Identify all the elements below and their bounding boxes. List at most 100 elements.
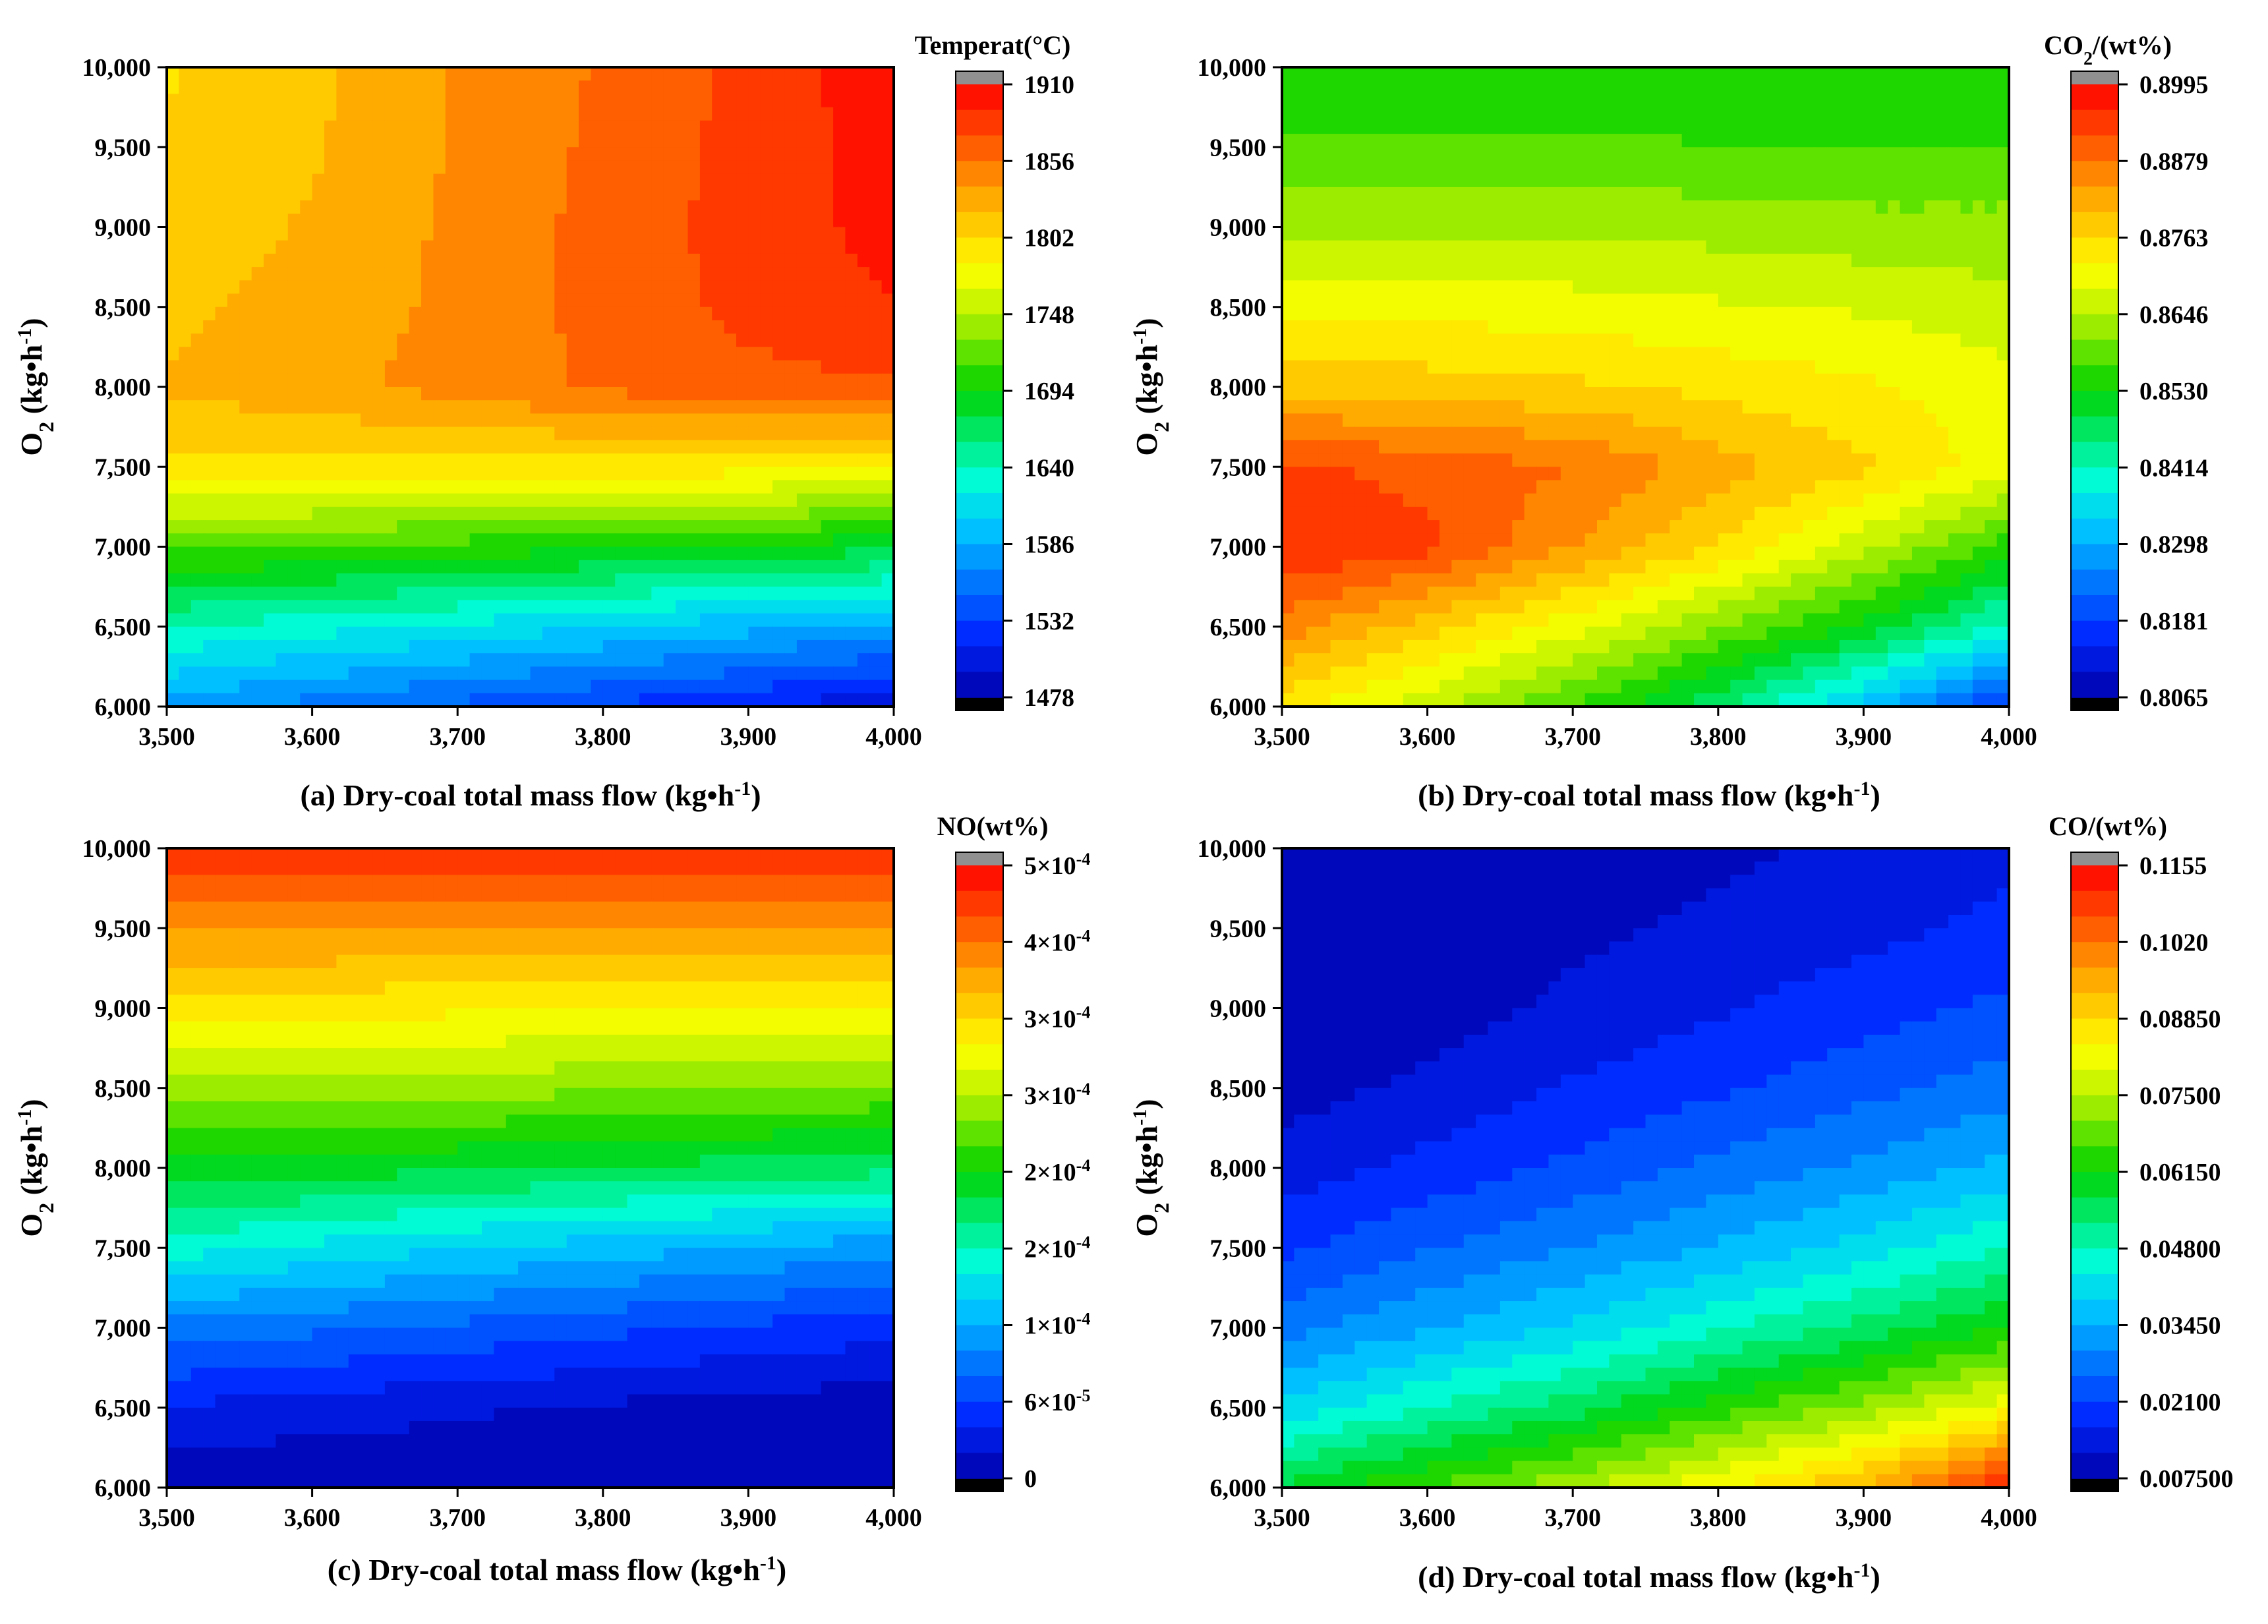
- contour-cell: [469, 426, 482, 441]
- contour-cell: [699, 134, 713, 148]
- contour-cell: [251, 587, 264, 601]
- contour-cell: [348, 639, 361, 654]
- contour-cell: [239, 666, 252, 681]
- contour-cell: [324, 320, 337, 334]
- contour-cell: [324, 546, 337, 561]
- contour-cell: [627, 506, 640, 521]
- contour-cell: [227, 200, 241, 215]
- contour-cell: [300, 587, 313, 601]
- contour-cell: [1670, 400, 1683, 415]
- contour-cell: [542, 173, 556, 188]
- contour-cell: [190, 200, 204, 215]
- contour-cell: [1827, 253, 1840, 268]
- contour-cell: [445, 120, 458, 134]
- contour-cell: [748, 347, 761, 361]
- contour-cell: [748, 426, 761, 441]
- contour-cell: [1718, 480, 1731, 494]
- contour-cell: [190, 639, 204, 654]
- contour-cell: [506, 334, 519, 348]
- contour-cell: [1379, 80, 1392, 95]
- contour-cell: [760, 440, 773, 454]
- contour-cell: [1512, 240, 1525, 254]
- contour-cell: [494, 693, 507, 707]
- contour-cell: [190, 467, 204, 481]
- contour-cell: [312, 653, 325, 668]
- contour-cell: [1451, 320, 1465, 334]
- contour-cell: [712, 440, 725, 454]
- contour-cell: [809, 267, 822, 281]
- contour-cell: [833, 600, 846, 614]
- contour-cell: [542, 373, 556, 388]
- contour-cell: [1463, 493, 1476, 508]
- contour-cell: [276, 573, 289, 587]
- contour-cell: [361, 426, 374, 441]
- contour-cell: [1754, 293, 1768, 308]
- contour-cell: [1839, 187, 1852, 201]
- contour-cell: [433, 253, 446, 268]
- contour-cell: [300, 373, 313, 388]
- contour-cell: [809, 506, 822, 521]
- contour-cell: [1948, 187, 1962, 201]
- contour-cell: [676, 693, 689, 707]
- contour-cell: [591, 440, 604, 454]
- contour-cell: [687, 373, 701, 388]
- contour-cell: [1815, 80, 1828, 95]
- contour-cell: [530, 320, 543, 334]
- contour-cell: [833, 293, 846, 308]
- contour-cell: [1451, 467, 1465, 481]
- contour-cell: [1791, 293, 1804, 308]
- contour-cell: [215, 626, 228, 641]
- contour-cell: [190, 173, 204, 188]
- contour-cell: [772, 480, 786, 494]
- contour-cell: [397, 267, 410, 281]
- contour-cell: [1342, 227, 1356, 241]
- contour-cell: [1330, 267, 1343, 281]
- contour-cell: [760, 533, 773, 548]
- contour-cell: [276, 200, 289, 215]
- colorbar-swatch: [956, 442, 1003, 469]
- contour-cell: [1488, 480, 1501, 494]
- contour-cell: [760, 320, 773, 334]
- contour-cell: [276, 560, 289, 574]
- contour-cell: [1863, 440, 1876, 454]
- contour-cell: [409, 387, 422, 401]
- contour-cell: [1609, 80, 1622, 95]
- contour-cell: [1282, 280, 1295, 295]
- contour-cell: [1791, 160, 1804, 175]
- contour-cell: [361, 94, 374, 108]
- contour-cell: [167, 453, 180, 468]
- contour-cell: [1427, 173, 1440, 188]
- contour-cell: [1585, 334, 1598, 348]
- colorbar-tick-text: 1640: [1024, 454, 1074, 482]
- contour-cell: [857, 160, 871, 175]
- contour-cell: [1318, 453, 1331, 468]
- contour-cell: [384, 147, 398, 161]
- contour-cell: [1681, 347, 1695, 361]
- contour-cell: [1330, 120, 1343, 134]
- contour-cell: [239, 147, 252, 161]
- contour-cell: [1827, 360, 1840, 374]
- contour-cell: [227, 600, 241, 614]
- contour-cell: [1330, 173, 1343, 188]
- contour-cell: [687, 320, 701, 334]
- contour-cell: [1936, 320, 1949, 334]
- contour-cell: [1924, 360, 1937, 374]
- contour-cell: [615, 120, 628, 134]
- contour-cell: [579, 413, 592, 428]
- contour-cell: [554, 160, 567, 175]
- contour-cell: [579, 613, 592, 627]
- contour-cell: [1512, 426, 1525, 441]
- contour-cell: [384, 653, 398, 668]
- contour-cell: [1972, 214, 1986, 228]
- contour-cell: [1463, 67, 1476, 82]
- contour-cell: [1657, 453, 1671, 468]
- contour-cell: [1499, 80, 1513, 95]
- contour-cell: [1960, 94, 1973, 108]
- contour-cell: [1391, 173, 1404, 188]
- contour-cell: [251, 533, 264, 548]
- contour-cell: [554, 413, 567, 428]
- contour-cell: [1839, 306, 1852, 321]
- contour-cell: [384, 639, 398, 654]
- contour-cell: [1730, 467, 1743, 481]
- contour-cell: [445, 187, 458, 201]
